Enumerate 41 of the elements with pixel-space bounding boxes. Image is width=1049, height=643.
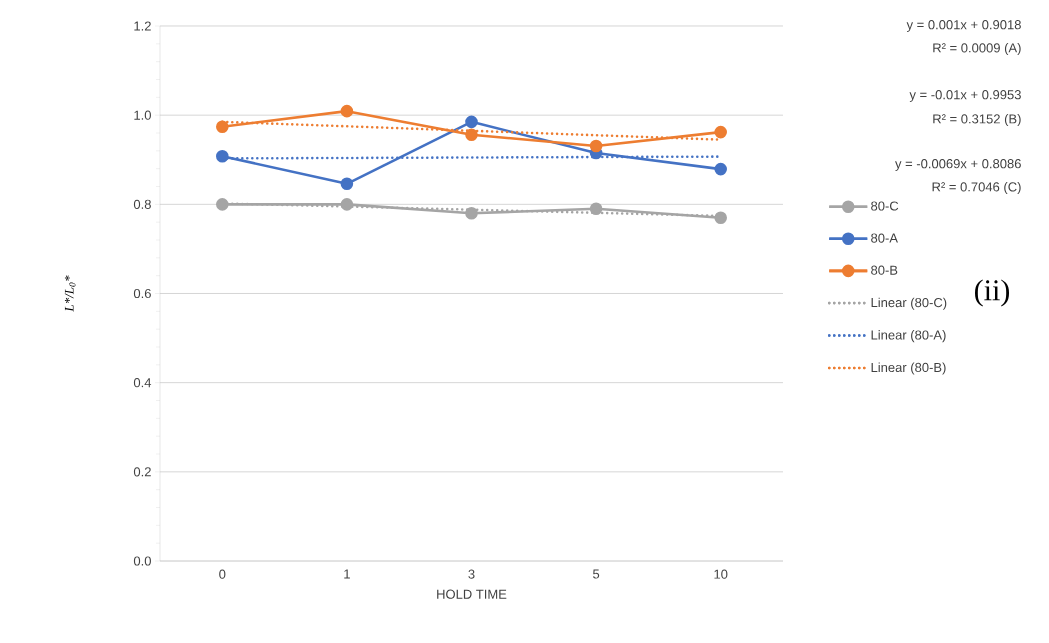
x-tick-label: 1	[344, 569, 350, 579]
x-tick-label: 5	[593, 569, 600, 579]
text: y = -0.0069x + 0.8086	[895, 159, 1021, 171]
point	[216, 120, 229, 134]
y-tick-label: 0.6	[133, 288, 151, 299]
text: R² = 0.7046 (C)	[932, 181, 1021, 195]
legend-label: Linear (80-A)	[871, 330, 946, 343]
y-tick-label: 0.4	[133, 378, 152, 388]
point	[340, 198, 354, 211]
point	[465, 206, 478, 220]
y-tick-label: 0.0	[133, 556, 151, 566]
point	[465, 115, 478, 129]
x-axis-title: HOLD TIME	[437, 589, 507, 599]
x-tick-label: 10	[714, 569, 728, 579]
point	[589, 139, 603, 153]
point	[216, 198, 229, 211]
y-tick-label: 1.0	[134, 110, 151, 120]
y-axis-title: L*/L$_{0}$*	[64, 275, 76, 312]
y-tick-label: 0.8	[133, 199, 151, 209]
text: (ii)	[975, 279, 1010, 307]
text: R² = 0.0009 (A)	[933, 42, 1021, 56]
legend-label: Linear (80-B)	[871, 362, 946, 375]
point	[216, 149, 229, 163]
x-tick-label: 0	[219, 569, 226, 579]
legend-label: 80-B	[871, 265, 898, 275]
point	[340, 177, 354, 191]
y-tick-label: 0.2	[133, 467, 151, 477]
y-tick-label: 1.2	[134, 21, 151, 31]
point	[714, 125, 727, 139]
text: y = 0.001x + 0.9018	[906, 20, 1021, 32]
point	[340, 104, 354, 118]
x-tick-label: 3	[468, 569, 475, 579]
point	[714, 211, 727, 225]
text: y = -0.01x + 0.9953	[909, 90, 1021, 102]
point	[714, 162, 727, 176]
point	[465, 128, 478, 142]
text: R² = 0.3152 (B)	[933, 113, 1021, 127]
legend-label: 80-A	[871, 233, 898, 243]
legend-label: 80-C	[871, 201, 899, 211]
point	[589, 202, 603, 216]
legend-label: Linear (80-C)	[871, 297, 947, 310]
